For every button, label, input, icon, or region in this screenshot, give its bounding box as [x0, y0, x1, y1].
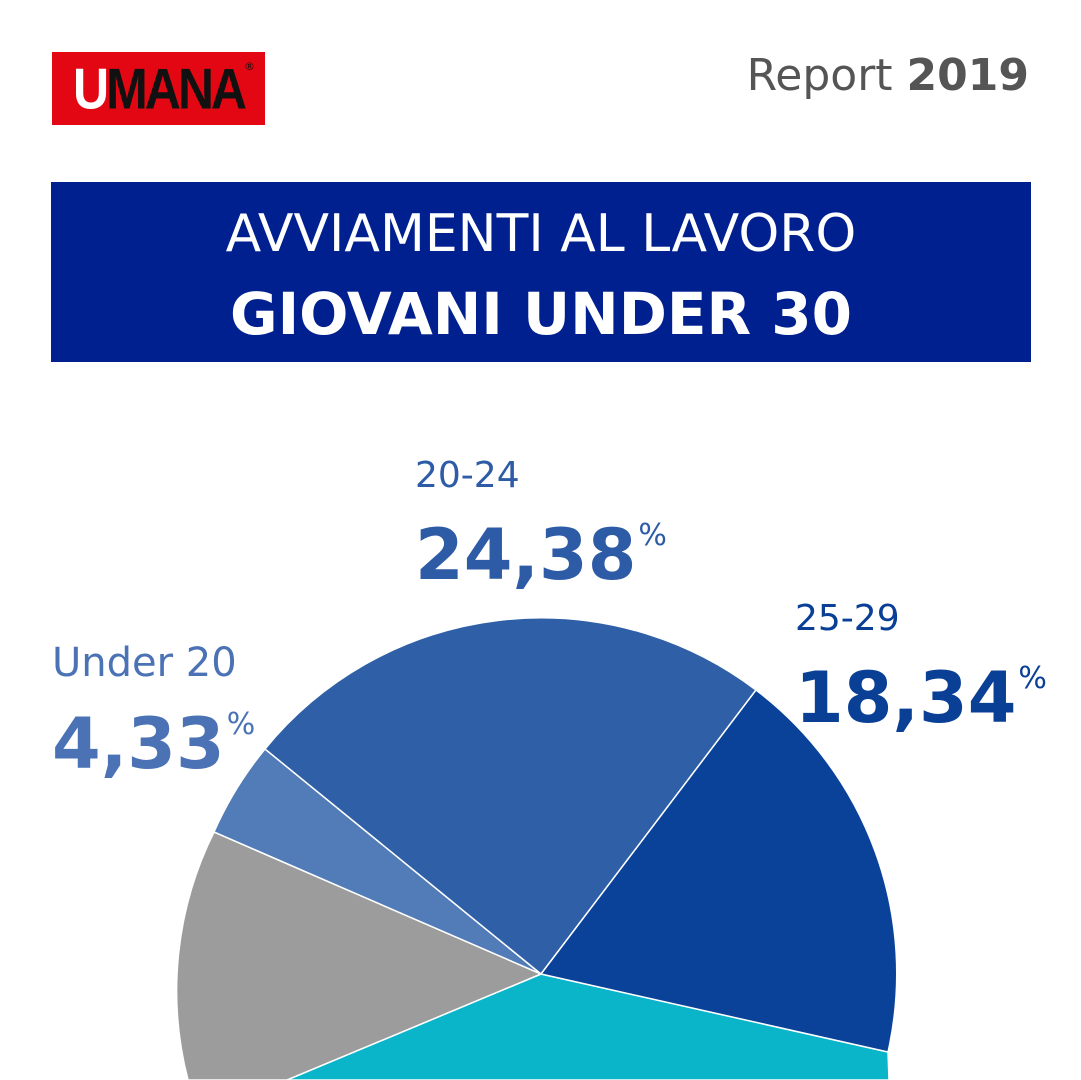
pie-slice-20-24: [263, 617, 758, 976]
label-20-24-name: 20-24: [415, 455, 520, 496]
pie-slice-gray: [175, 831, 543, 1080]
report-heading: Report 2019: [747, 50, 1029, 101]
label-25-29-name: 25-29: [795, 598, 900, 639]
label-under-20-pct: %: [226, 707, 256, 742]
label-under-20-value-row: 4,33%: [52, 686, 255, 783]
label-25-29: 25-29 18,34%: [795, 598, 1047, 738]
label-under-20: Under 20 4,33%: [52, 640, 255, 783]
label-20-24-pct: %: [638, 518, 667, 553]
label-20-24-value-row: 24,38%: [415, 496, 667, 595]
label-20-24: 20-24 24,38%: [415, 455, 667, 595]
registered-mark: ®: [244, 60, 255, 73]
banner-title: AVVIAMENTI AL LAVORO: [225, 204, 857, 264]
label-25-29-value: 18,34: [795, 657, 1017, 739]
banner-subtitle: GIOVANI UNDER 30: [229, 280, 853, 348]
pie-slice-25-29: [539, 688, 898, 1053]
label-25-29-value-row: 18,34%: [795, 639, 1047, 738]
label-25-29-pct: %: [1018, 661, 1047, 696]
umana-logo: UMANA ®: [52, 52, 265, 125]
report-year: 2019: [906, 50, 1029, 101]
label-under-20-value: 4,33: [52, 703, 225, 785]
label-under-20-name: Under 20: [52, 640, 237, 686]
label-20-24-value: 24,38: [415, 514, 637, 596]
logo-letter-u: U: [72, 56, 109, 121]
title-banner: AVVIAMENTI AL LAVORO GIOVANI UNDER 30: [51, 182, 1031, 362]
report-label: Report: [746, 50, 893, 101]
logo-letters: MANA: [106, 56, 247, 121]
logo-wordmark: UMANA: [72, 55, 247, 122]
